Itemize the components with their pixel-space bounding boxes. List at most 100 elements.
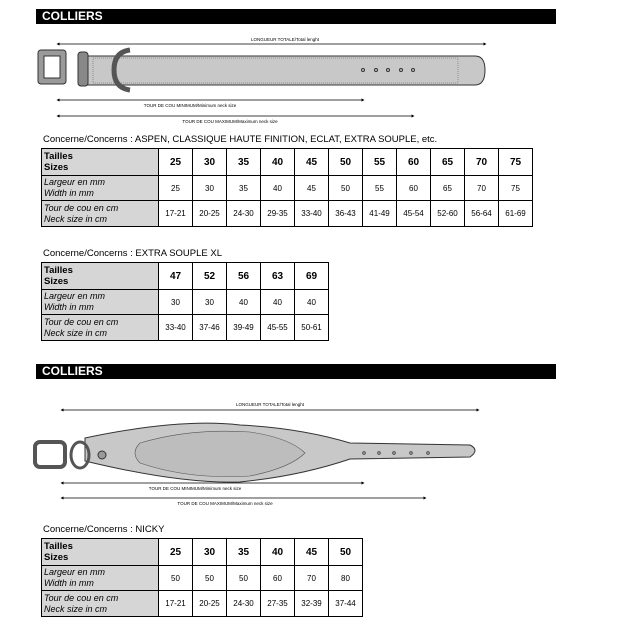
- table-cell: 27-35: [260, 590, 295, 617]
- label-fr: Tailles: [44, 265, 73, 276]
- row-header: Tailles Sizes: [41, 148, 159, 176]
- table-cell: 37-44: [328, 590, 363, 617]
- concerns-text: Concerne/Concerns : NICKY: [43, 524, 165, 535]
- label-en: Width in mm: [44, 578, 94, 588]
- table-cell: 80: [328, 565, 363, 591]
- table-cell: 65: [430, 148, 465, 176]
- table-cell: 50: [158, 565, 193, 591]
- d-ring-icon: [111, 47, 131, 93]
- section-header: COLLIERS: [36, 364, 556, 379]
- neck-size-row: Tour de cou en cm Neck size in cm 17-21 20-…: [41, 200, 533, 227]
- width-row: Largeur en mm Width in mm 50 50 50 60 70 80: [41, 565, 363, 591]
- label-fr: Tour de cou en cm: [44, 202, 119, 213]
- table-cell: 32-39: [294, 590, 329, 617]
- table-cell: 41-49: [362, 200, 397, 227]
- row-header: Tour de cou en cm Neck size in cm: [41, 590, 159, 617]
- label-en: Width in mm: [44, 302, 94, 312]
- table-cell: 70: [464, 148, 499, 176]
- table-cell: 50: [192, 565, 227, 591]
- label-en: Width in mm: [44, 188, 94, 198]
- buckle-icon: [33, 440, 67, 469]
- table-cell: 25: [158, 175, 193, 201]
- label-en: Neck size in cm: [44, 213, 108, 224]
- label-en: Sizes: [44, 276, 69, 287]
- table-cell: 60: [260, 565, 295, 591]
- min-neck-label: TOUR DE COU MINIMUM/Minimum neck size: [144, 103, 237, 108]
- table-cell: 35: [226, 175, 261, 201]
- table-cell: 35: [226, 538, 261, 566]
- table-cell: 33-40: [158, 314, 193, 341]
- table-cell: 52: [192, 262, 227, 290]
- sizes-row: Tailles Sizes 25 30 35 40 45 50: [41, 538, 363, 566]
- table-cell: 30: [192, 289, 227, 315]
- sizes-row: Tailles Sizes 47 52 56 63 69: [41, 262, 329, 290]
- table-cell: 25: [158, 148, 193, 176]
- size-table: Tailles Sizes 47 52 56 63 69 Largeur en mm Width…: [41, 262, 329, 341]
- width-row: Largeur en mm Width in mm 30 30 40 40 40: [41, 289, 329, 315]
- label-en: Neck size in cm: [44, 327, 108, 338]
- sizes-row: Tailles Sizes 25 30 35 40 45 50 55 60 65 70 75: [41, 148, 533, 176]
- table-cell: 33-40: [294, 200, 329, 227]
- label-fr: Tour de cou en cm: [44, 316, 119, 327]
- table-cell: 50: [328, 538, 363, 566]
- label-fr: Largeur en mm: [44, 291, 106, 301]
- table-cell: 30: [192, 148, 227, 176]
- table-cell: 45: [294, 148, 329, 176]
- total-length-label: LONGUEUR TOTALE/Total lenght: [251, 37, 320, 42]
- table-cell: 55: [362, 175, 397, 201]
- label-fr: Tour de cou en cm: [44, 592, 119, 603]
- section-header: COLLIERS: [36, 9, 556, 24]
- table-cell: 56-64: [464, 200, 499, 227]
- total-length-label: LONGUEUR TOTALE/Total lenght: [236, 402, 305, 407]
- table-cell: 24-30: [226, 590, 261, 617]
- label-fr: Largeur en mm: [44, 177, 106, 187]
- neck-size-row: Tour de cou en cm Neck size in cm 33-40 37-…: [41, 314, 329, 341]
- table-cell: 30: [158, 289, 193, 315]
- table-cell: 40: [260, 289, 295, 315]
- table-cell: 70: [464, 175, 499, 201]
- table-cell: 17-21: [158, 590, 193, 617]
- row-header: Largeur en mm Width in mm: [41, 565, 159, 591]
- label-en: Sizes: [44, 552, 69, 563]
- table-cell: 29-35: [260, 200, 295, 227]
- keeper-loop: [77, 51, 89, 87]
- label-en: Sizes: [44, 162, 69, 173]
- max-neck-label: TOUR DE COU MAXIMUM/Maximum neck size: [177, 501, 273, 506]
- table-cell: 52-60: [430, 200, 465, 227]
- table-cell: 40: [294, 289, 329, 315]
- table-cell: 50-61: [294, 314, 329, 341]
- table-cell: 37-46: [192, 314, 227, 341]
- size-table: Tailles Sizes 25 30 35 40 45 50 55 60 65 70 75 Largeu…: [41, 148, 533, 227]
- concerns-text: Concerne/Concerns : EXTRA SOUPLE XL: [43, 248, 222, 259]
- table-cell: 36-43: [328, 200, 363, 227]
- table-cell: 30: [192, 538, 227, 566]
- row-header: Largeur en mm Width in mm: [41, 175, 159, 201]
- row-header: Tour de cou en cm Neck size in cm: [41, 200, 159, 227]
- table-cell: 39-49: [226, 314, 261, 341]
- concerns-text: Concerne/Concerns : ASPEN, CLASSIQUE HAU…: [43, 134, 438, 145]
- table-cell: 50: [226, 565, 261, 591]
- table-cell: 69: [294, 262, 329, 290]
- row-header: Largeur en mm Width in mm: [41, 289, 159, 315]
- table-cell: 75: [498, 148, 533, 176]
- table-cell: 40: [260, 538, 295, 566]
- collar-diagram: LONGUEUR TOTALE/Total lenght TOUR DE COU…: [37, 37, 487, 124]
- row-header: Tailles Sizes: [41, 262, 159, 290]
- table-cell: 45: [294, 175, 329, 201]
- table-cell: 45-54: [396, 200, 431, 227]
- table-cell: 20-25: [192, 200, 227, 227]
- table-cell: 60: [396, 148, 431, 176]
- label-fr: Tailles: [44, 151, 73, 162]
- table-cell: 65: [430, 175, 465, 201]
- min-neck-label: TOUR DE COU MINIMUM/Minimum neck size: [149, 486, 242, 491]
- table-cell: 56: [226, 262, 261, 290]
- size-table: Tailles Sizes 25 30 35 40 45 50 Largeur en mm Wid…: [41, 538, 363, 617]
- table-cell: 61-69: [498, 200, 533, 227]
- table-cell: 40: [260, 148, 295, 176]
- collar-diagram: LONGUEUR TOTALE/Total lenght TOUR DE COU…: [33, 402, 480, 506]
- table-cell: 40: [226, 289, 261, 315]
- table-cell: 40: [260, 175, 295, 201]
- label-en: Neck size in cm: [44, 603, 108, 614]
- table-cell: 25: [158, 538, 193, 566]
- table-cell: 55: [362, 148, 397, 176]
